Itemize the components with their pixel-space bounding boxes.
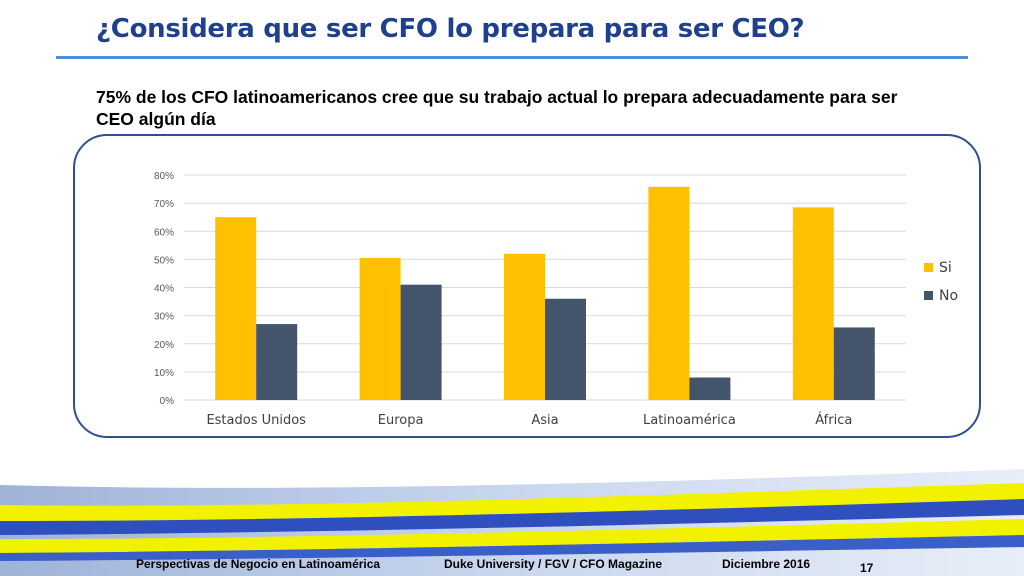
y-tick-label: 30% — [154, 312, 174, 323]
x-tick-label: Asia — [531, 413, 558, 428]
bar-si — [648, 186, 690, 400]
y-tick-label: 70% — [154, 199, 174, 210]
x-axis-ticks: Estados Unidos Europa Asia Latinoamérica Áfr… — [206, 412, 852, 428]
footer-date: Diciembre 2016 — [722, 557, 811, 571]
legend: Si No — [924, 260, 958, 304]
legend-swatch-si — [924, 263, 933, 272]
y-tick-label: 40% — [154, 284, 174, 295]
footer-publication: Perspectivas de Negocio en Latinoamérica — [136, 557, 381, 571]
bar-no — [256, 324, 298, 400]
legend-label-no: No — [939, 288, 958, 304]
legend-label-si: Si — [939, 260, 952, 276]
y-tick-label: 50% — [154, 255, 174, 266]
y-tick-label: 20% — [154, 340, 174, 351]
bar-si — [215, 217, 257, 400]
bar-si — [792, 207, 834, 400]
bar-no — [689, 377, 731, 400]
slide-subtitle: 75% de los CFO latinoamericanos cree que… — [96, 87, 898, 129]
title-divider — [56, 56, 968, 59]
page-number: 17 — [860, 561, 874, 575]
x-tick-label: Latinoamérica — [643, 413, 736, 428]
y-tick-label: 80% — [154, 171, 174, 182]
bars — [215, 186, 875, 400]
bar-si — [504, 253, 545, 400]
y-tick-label: 60% — [154, 227, 174, 238]
slide-title: ¿Considera que ser CFO lo prepara para s… — [96, 14, 805, 44]
bar-no — [545, 298, 586, 400]
bar-no — [833, 327, 875, 400]
x-tick-label: África — [815, 412, 852, 428]
bar-chart: 0% 10% 20% 30% 40% 50% 60% 70% 80% Estados Unido… — [154, 171, 958, 428]
legend-swatch-no — [924, 291, 933, 300]
x-tick-label: Estados Unidos — [206, 413, 306, 428]
y-tick-label: 0% — [160, 396, 175, 407]
y-axis-ticks: 0% 10% 20% 30% 40% 50% 60% 70% 80% — [154, 171, 174, 407]
bar-si — [359, 257, 401, 400]
bar-no — [400, 284, 442, 400]
footer-source: Duke University / FGV / CFO Magazine — [444, 557, 663, 571]
x-tick-label: Europa — [378, 413, 424, 428]
y-tick-label: 10% — [154, 368, 174, 379]
footer-decoration — [0, 469, 1024, 576]
